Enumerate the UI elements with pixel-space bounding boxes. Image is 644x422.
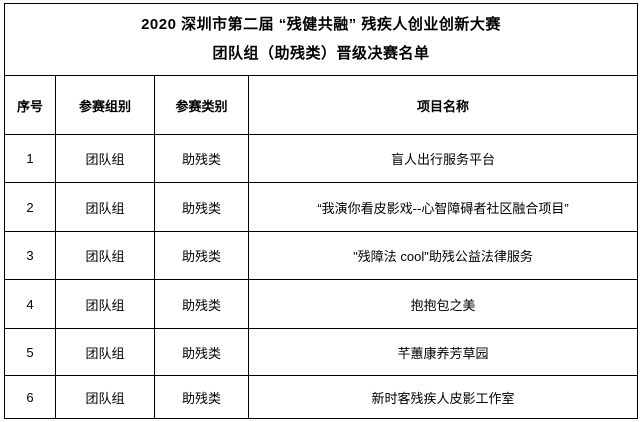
table-row: 4 团队组 助残类 抱抱包之美 xyxy=(4,279,638,329)
document-subtitle: 团队组（助残类）晋级决赛名单 xyxy=(212,45,430,63)
cell-no: 3 xyxy=(4,231,56,280)
cell-group: 团队组 xyxy=(55,134,155,183)
cell-group: 团队组 xyxy=(55,279,155,329)
table-row: 6 团队组 助残类 新时客残疾人皮影工作室 xyxy=(4,375,638,419)
title-row: 2020 深圳市第二届 “残健共融” 残疾人创业创新大赛 团队组（助残类）晋级决… xyxy=(4,3,638,76)
column-header-no: 序号 xyxy=(4,75,56,135)
cell-group: 团队组 xyxy=(55,231,155,280)
table-row: 3 团队组 助残类 "残障法 cool"助残公益法律服务 xyxy=(4,231,638,280)
results-table: 2020 深圳市第二届 “残健共融” 残疾人创业创新大赛 团队组（助残类）晋级决… xyxy=(4,3,638,419)
cell-category: 助残类 xyxy=(154,328,249,376)
cell-project: 盲人出行服务平台 xyxy=(248,134,638,183)
column-header-group: 参赛组别 xyxy=(55,75,155,135)
cell-group: 团队组 xyxy=(55,182,155,232)
cell-category: 助残类 xyxy=(154,375,249,419)
cell-no: 4 xyxy=(4,279,56,329)
cell-no: 1 xyxy=(4,134,56,183)
cell-category: 助残类 xyxy=(154,134,249,183)
column-header-project: 项目名称 xyxy=(248,75,638,135)
cell-group: 团队组 xyxy=(55,375,155,419)
cell-category: 助残类 xyxy=(154,182,249,232)
cell-category: 助残类 xyxy=(154,279,249,329)
table-row: 2 团队组 助残类 “我演你看皮影戏--心智障碍者社区融合项目” xyxy=(4,182,638,232)
table-row: 1 团队组 助残类 盲人出行服务平台 xyxy=(4,134,638,183)
cell-project: 新时客残疾人皮影工作室 xyxy=(248,375,638,419)
cell-project: 芊蕙康养芳草园 xyxy=(248,328,638,376)
table-header-row: 序号 参赛组别 参赛类别 项目名称 xyxy=(4,75,638,135)
cell-group: 团队组 xyxy=(55,328,155,376)
cell-project: 抱抱包之美 xyxy=(248,279,638,329)
cell-no: 2 xyxy=(4,182,56,232)
cell-project: “我演你看皮影戏--心智障碍者社区融合项目” xyxy=(248,182,638,232)
column-header-category: 参赛类别 xyxy=(154,75,249,135)
title-block: 2020 深圳市第二届 “残健共融” 残疾人创业创新大赛 团队组（助残类）晋级决… xyxy=(4,3,638,76)
cell-category: 助残类 xyxy=(154,231,249,280)
table-row: 5 团队组 助残类 芊蕙康养芳草园 xyxy=(4,328,638,376)
cell-no: 5 xyxy=(4,328,56,376)
cell-no: 6 xyxy=(4,375,56,419)
cell-project: "残障法 cool"助残公益法律服务 xyxy=(248,231,638,280)
document-title: 2020 深圳市第二届 “残健共融” 残疾人创业创新大赛 xyxy=(141,15,501,33)
